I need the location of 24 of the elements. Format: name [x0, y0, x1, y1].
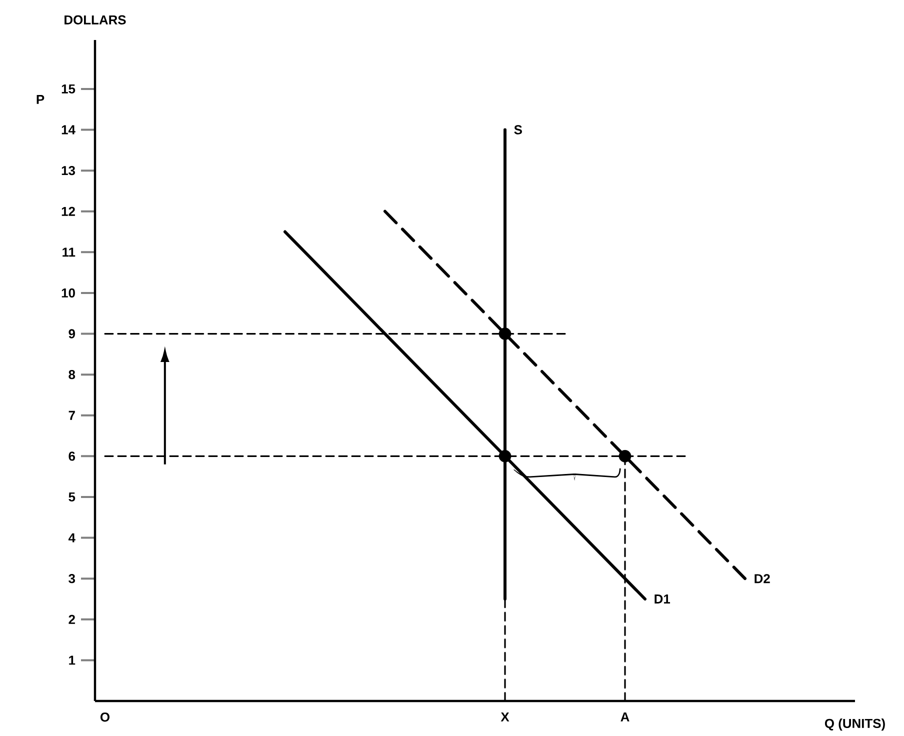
y-tick-label: 15 [62, 84, 76, 94]
series-label: D2 [754, 574, 770, 584]
y-tick-label: 12 [62, 206, 75, 216]
y-tick-label: 9 [68, 329, 75, 338]
y-tick-label: 13 [62, 166, 76, 176]
x-tick-label: X [500, 712, 510, 722]
y-axis-title: DOLLARS [64, 15, 126, 24]
y-tick-label: 1 [69, 656, 76, 665]
x-tick-label: O [100, 712, 110, 722]
series-label: S [514, 125, 522, 134]
series-label: D1 [654, 594, 670, 604]
x-tick-label: A [620, 712, 630, 722]
y-tick-label: 5 [68, 492, 76, 502]
y-tick-label: 8 [68, 370, 76, 380]
text: P [36, 95, 44, 104]
y-tick-label: 2 [68, 614, 75, 624]
y-tick-label: 14 [62, 125, 76, 134]
y-tick-label: 7 [68, 410, 75, 420]
y-tick-label: 11 [62, 248, 76, 257]
y-tick-label: 3 [68, 574, 76, 584]
x-axis-title: Q (UNITS) [824, 718, 885, 731]
y-tick-label: 6 [68, 452, 76, 461]
y-tick-label: 4 [68, 533, 76, 542]
y-tick-label: 10 [62, 288, 75, 298]
